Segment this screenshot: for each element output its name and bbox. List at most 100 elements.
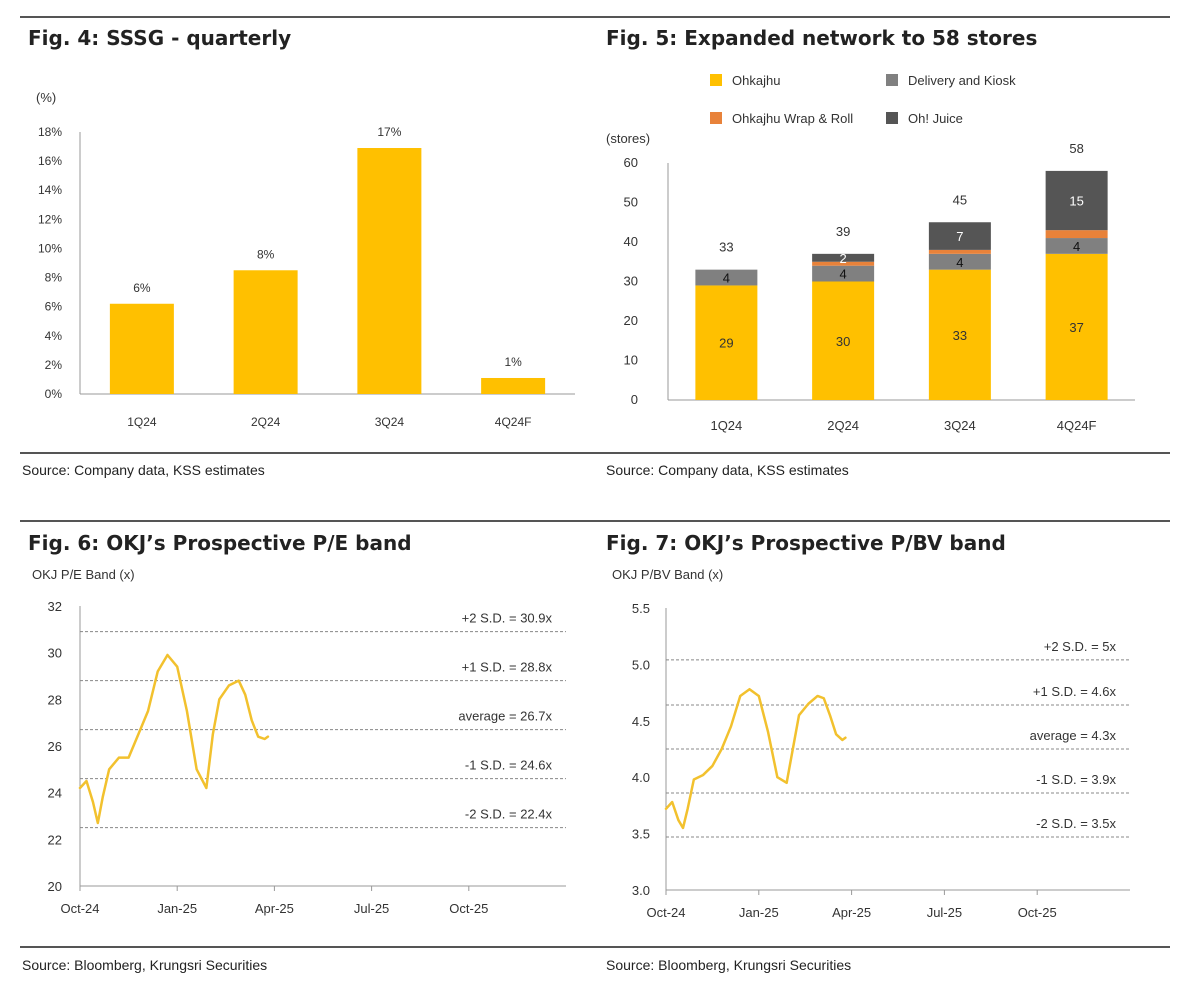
fig7-source: Source: Bloomberg, Krungsri Securities xyxy=(606,957,852,973)
fig7-ytick: 3.0 xyxy=(632,883,650,898)
fig5-ytick: 40 xyxy=(624,234,638,249)
fig4-data-label: 6% xyxy=(133,281,151,295)
fig5-bar-segment xyxy=(928,222,991,250)
fig5-legend-swatch xyxy=(886,112,898,124)
fig5-title: Fig. 5: Expanded network to 58 stores xyxy=(606,26,1038,50)
fig7-band-label: +1 S.D. = 4.6x xyxy=(1033,684,1117,699)
fig5-legend-label: Delivery and Kiosk xyxy=(908,73,1016,88)
fig6-band-label: average = 26.7x xyxy=(458,709,552,724)
fig4-ytick: 12% xyxy=(38,212,62,226)
middle-rule-upper xyxy=(20,452,1170,454)
fig6-ylabel: OKJ P/E Band (x) xyxy=(32,567,135,582)
fig6-band-label: +1 S.D. = 28.8x xyxy=(462,660,553,675)
fig7-line-series xyxy=(664,687,847,830)
fig4-bar xyxy=(109,303,174,394)
fig5-segment-label: 4 xyxy=(1073,239,1080,254)
fig5-xtick: 1Q24 xyxy=(710,418,742,433)
middle-rule-lower xyxy=(20,520,1170,522)
fig7-xtick: Jan-25 xyxy=(739,905,779,920)
fig5-legend-label: Ohkajhu Wrap & Roll xyxy=(732,111,853,126)
fig5-legend-label: Oh! Juice xyxy=(908,111,963,126)
fig7-ytick: 4.0 xyxy=(632,770,650,785)
fig5-bar-segment xyxy=(1045,230,1108,239)
fig6-ytick: 32 xyxy=(48,599,62,614)
fig6-band-label: -1 S.D. = 24.6x xyxy=(465,758,553,773)
fig5-bar-segment xyxy=(812,261,875,266)
fig5-bar-segment xyxy=(1045,238,1108,254)
fig5-xtick: 2Q24 xyxy=(827,418,859,433)
fig4-xtick: 3Q24 xyxy=(375,415,405,429)
fig4-source: Source: Company data, KSS estimates xyxy=(22,462,265,478)
fig4-ytick: 4% xyxy=(45,329,63,343)
fig7-band-label: -2 S.D. = 3.5x xyxy=(1036,816,1116,831)
fig5-segment-label: 4 xyxy=(723,271,730,286)
fig5-ytick: 60 xyxy=(624,155,638,170)
fig5-segment-label: 29 xyxy=(719,336,733,351)
fig5-bar-segment xyxy=(1045,253,1108,400)
fig5-segment-label: 37 xyxy=(1069,320,1083,335)
fig4-ytick: 0% xyxy=(45,387,63,401)
fig5-source: Source: Company data, KSS estimates xyxy=(606,462,849,478)
fig5-bar-segment xyxy=(695,269,758,286)
fig4-chart: (%) 0% 2% 4% 6% 8% 10% 12% 14% 16% 18% 6% 1Q24 8% 2Q24… xyxy=(36,90,575,429)
fig4-ytick: 18% xyxy=(38,125,62,139)
fig4-xtick: 2Q24 xyxy=(251,415,281,429)
fig7-xtick: Oct-25 xyxy=(1018,905,1057,920)
fig5-legend-swatch xyxy=(710,112,722,124)
fig7-ytick: 5.5 xyxy=(632,601,650,616)
fig6-xtick: Jul-25 xyxy=(354,901,389,916)
fig5-segment-label: 30 xyxy=(836,334,850,349)
fig4-xtick: 4Q24F xyxy=(495,415,532,429)
fig7-ytick: 4.5 xyxy=(632,714,650,729)
fig7-ytick: 5.0 xyxy=(632,657,650,672)
fig5-ytick: 10 xyxy=(624,353,638,368)
fig5-segment-label: 4 xyxy=(956,255,963,270)
fig5-bar-segment xyxy=(928,269,991,400)
fig5-bar-segment xyxy=(812,281,875,400)
fig6-band-label: +2 S.D. = 30.9x xyxy=(462,611,553,626)
fig6-xtick: Oct-25 xyxy=(449,901,488,916)
fig5-total-label: 45 xyxy=(953,192,967,207)
fig6-ytick: 26 xyxy=(48,739,62,754)
fig4-xtick: 1Q24 xyxy=(127,415,157,429)
fig5-bar-segment xyxy=(812,265,875,282)
fig5-segment-label: 15 xyxy=(1069,194,1083,209)
fig5-bar-segment xyxy=(928,249,991,254)
fig5-legend-swatch xyxy=(886,74,898,86)
fig5-bar-segment xyxy=(695,285,758,400)
fig5-ytick: 20 xyxy=(624,313,638,328)
fig4-ytick: 16% xyxy=(38,154,62,168)
fig5-segment-label: 33 xyxy=(953,328,967,343)
fig5-total-label: 39 xyxy=(836,224,850,239)
fig7-chart: OKJ P/BV Band (x) 3.0 3.5 4.0 4.5 5.0 5.5 Oct-2… xyxy=(612,567,1130,920)
fig5-legend-label: Ohkajhu xyxy=(732,73,780,88)
fig4-ytick: 2% xyxy=(45,358,63,372)
fig5-total-label: 33 xyxy=(719,240,733,255)
fig5-total-label: 58 xyxy=(1069,141,1083,156)
fig7-band-label: +2 S.D. = 5x xyxy=(1044,639,1117,654)
fig5-segment-label: 2 xyxy=(840,251,847,266)
fig4-ytick: 14% xyxy=(38,183,62,197)
fig4-data-label: 17% xyxy=(377,125,401,139)
fig5-ytick: 50 xyxy=(624,195,638,210)
fig5-ytick: 0 xyxy=(631,392,638,407)
fig6-xtick: Oct-24 xyxy=(60,901,99,916)
fig6-band-label: -2 S.D. = 22.4x xyxy=(465,807,553,822)
fig6-line-series xyxy=(78,653,270,825)
fig4-data-label: 8% xyxy=(257,247,275,261)
fig5-bar-segment xyxy=(1045,170,1108,231)
fig6-source: Source: Bloomberg, Krungsri Securities xyxy=(22,957,268,973)
fig5-bar-segment xyxy=(928,253,991,270)
fig7-xtick: Jul-25 xyxy=(927,905,962,920)
fig7-band-label: -1 S.D. = 3.9x xyxy=(1036,772,1116,787)
fig4-ylabel: (%) xyxy=(36,90,56,105)
fig4-title: Fig. 4: SSSG - quarterly xyxy=(28,26,292,50)
fig6-xtick: Jan-25 xyxy=(157,901,197,916)
fig6-ytick: 22 xyxy=(48,832,62,847)
fig5-segment-label: 7 xyxy=(956,229,963,244)
fig6-chart: OKJ P/E Band (x) 20 22 24 26 28 30 32 Oct-24 Jan-… xyxy=(32,567,566,916)
bottom-rule xyxy=(20,946,1170,948)
fig7-title: Fig. 7: OKJ’s Prospective P/BV band xyxy=(606,531,1006,555)
fig7-band-label: average = 4.3x xyxy=(1030,728,1117,743)
fig5-xtick: 4Q24F xyxy=(1057,418,1097,433)
